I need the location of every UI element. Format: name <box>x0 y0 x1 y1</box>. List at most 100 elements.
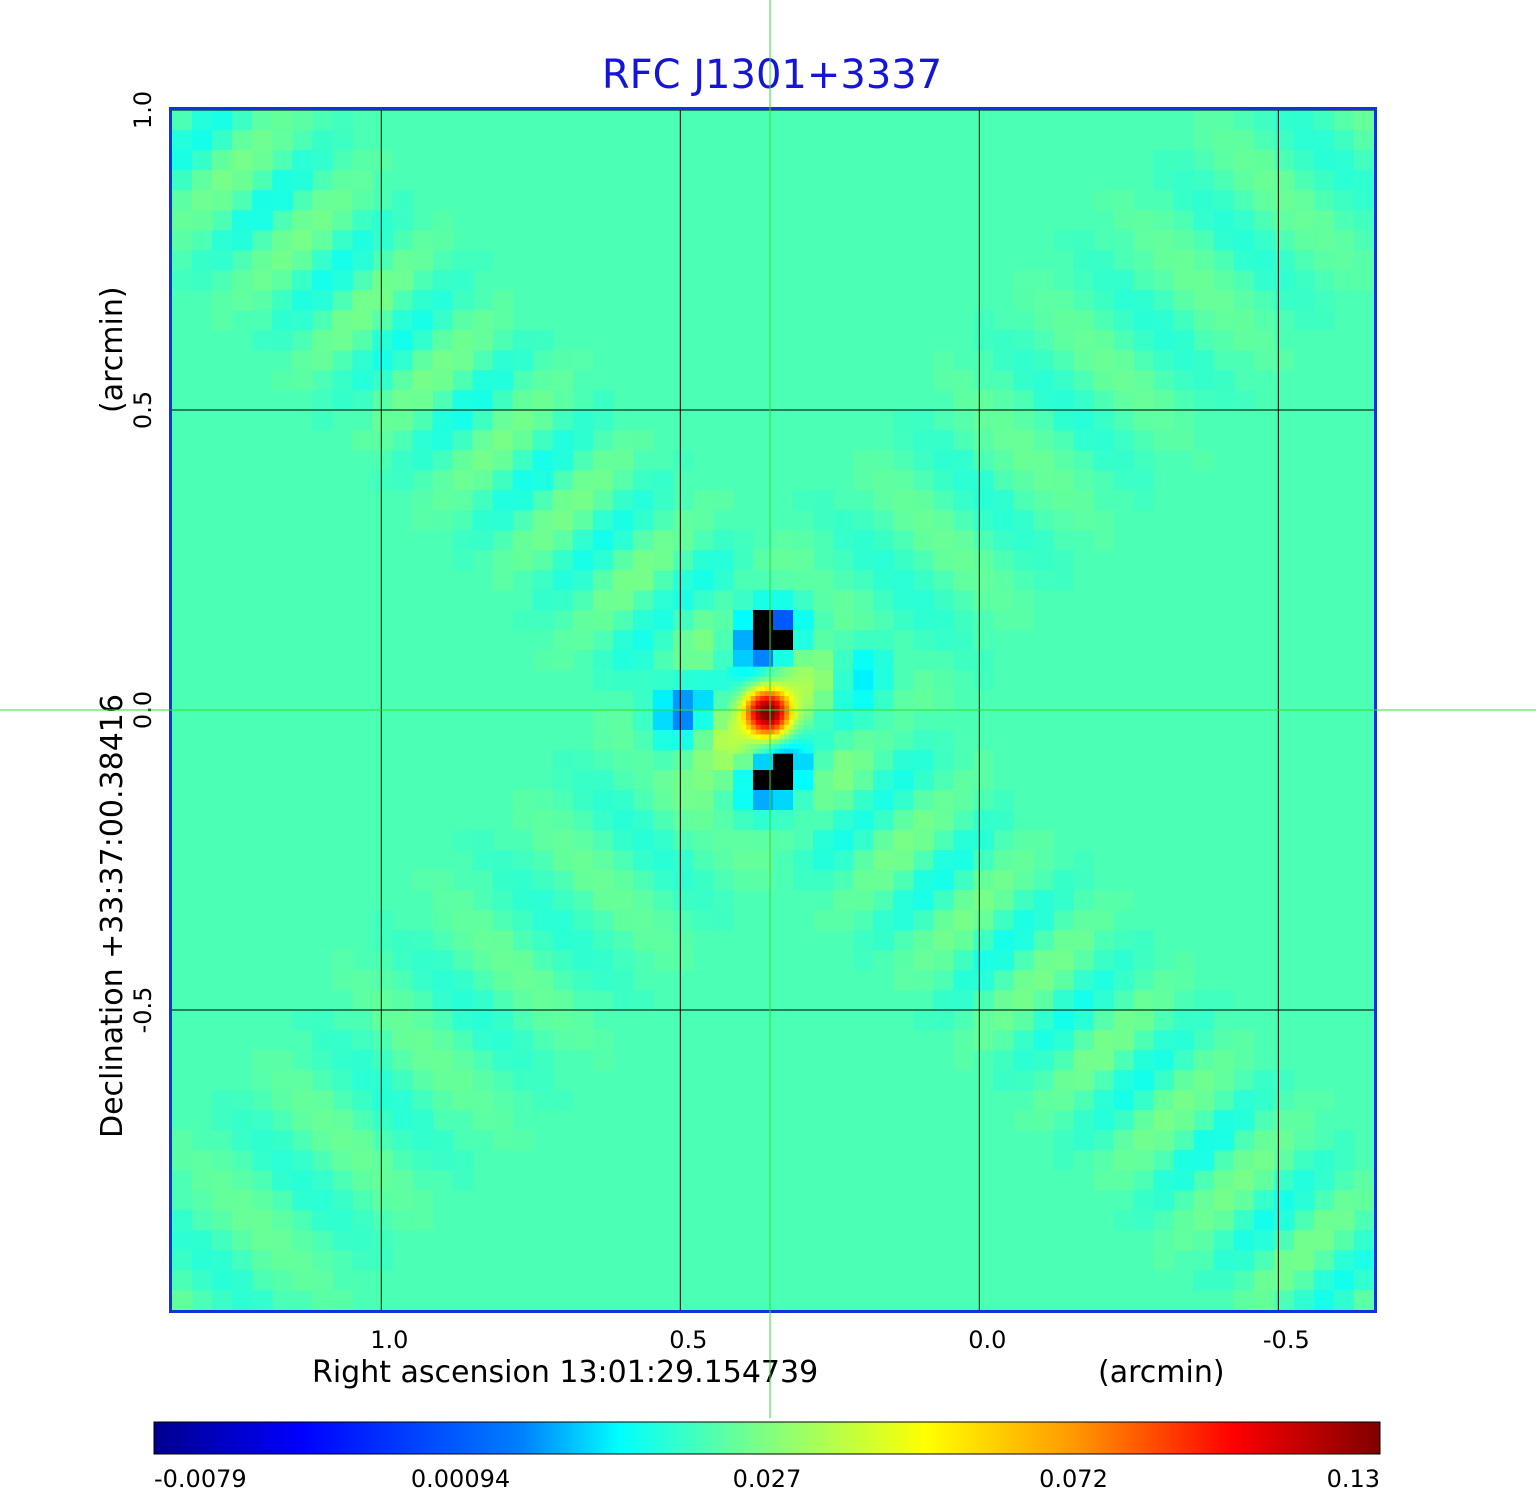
map-cell <box>973 390 994 411</box>
map-cell <box>1073 410 1095 431</box>
map-cell <box>172 1150 193 1171</box>
map-cell <box>1213 390 1235 411</box>
map-cell <box>1193 310 1215 331</box>
map-cell <box>873 790 894 811</box>
map-cell <box>552 1090 574 1111</box>
map-cell <box>1053 370 1074 391</box>
map-cell <box>272 270 293 291</box>
map-cell <box>873 730 894 751</box>
map-cell <box>813 690 834 711</box>
map-cell <box>913 810 934 831</box>
map-cell <box>352 970 373 991</box>
map-cell <box>552 350 574 371</box>
map-cell <box>1253 1130 1275 1151</box>
map-cell <box>532 510 554 531</box>
map-cell <box>332 230 353 251</box>
map-cell <box>913 730 934 751</box>
map-cell <box>773 530 794 551</box>
map-cell <box>1193 1190 1215 1211</box>
map-cell <box>933 590 954 611</box>
map-cell <box>1113 970 1135 991</box>
map-cell <box>432 230 453 251</box>
map-cell <box>1153 1250 1175 1271</box>
map-cell <box>973 330 994 351</box>
map-cell <box>873 490 894 511</box>
map-cell <box>692 510 714 531</box>
map-cell <box>452 910 473 931</box>
map-cell <box>1033 490 1054 511</box>
map-cell <box>1273 270 1295 291</box>
map-cell <box>1233 1110 1255 1131</box>
map-cell <box>1213 270 1235 291</box>
map-cell <box>392 250 413 271</box>
map-cell <box>492 350 514 371</box>
map-cell <box>452 990 473 1011</box>
map-cell <box>933 350 954 371</box>
map-cell <box>552 370 574 391</box>
map-cell <box>232 1190 253 1211</box>
map-cell <box>1013 870 1034 891</box>
map-cell <box>1113 1010 1135 1031</box>
map-cell <box>1353 1230 1374 1251</box>
map-cell <box>352 1230 373 1251</box>
map-cell <box>1213 990 1235 1011</box>
map-cell <box>392 1090 413 1111</box>
map-cell <box>452 1090 473 1111</box>
map-cell <box>512 350 534 371</box>
map-cell <box>1013 590 1034 611</box>
map-cell <box>352 1250 373 1271</box>
map-cell <box>312 1010 333 1031</box>
map-cell <box>933 930 954 951</box>
map-cell <box>212 150 233 171</box>
map-cell <box>1173 290 1195 311</box>
map-cell <box>853 930 874 951</box>
map-cell <box>1273 350 1295 371</box>
map-cell <box>1253 1150 1275 1171</box>
map-cell <box>472 530 494 551</box>
map-cell <box>732 790 754 811</box>
map-cell <box>252 1290 273 1310</box>
map-cell <box>492 850 514 871</box>
map-cell <box>1073 470 1095 491</box>
map-cell <box>672 890 694 911</box>
map-cell <box>552 890 574 911</box>
map-cell <box>1293 1110 1315 1131</box>
map-cell <box>672 750 694 771</box>
map-cell <box>953 490 974 511</box>
map-cell <box>1353 150 1374 171</box>
map-cell <box>452 390 473 411</box>
map-cell <box>172 1290 193 1310</box>
map-cell <box>612 790 634 811</box>
map-cell <box>1233 1050 1255 1071</box>
map-cell <box>1073 950 1095 971</box>
map-cell <box>1033 370 1054 391</box>
map-cell <box>1273 1130 1295 1151</box>
map-cell <box>552 810 574 831</box>
map-cell <box>352 1130 373 1151</box>
map-cell <box>973 870 994 891</box>
map-cell <box>212 290 233 311</box>
x-tick-label: -0.5 <box>1263 1326 1310 1354</box>
map-cell <box>332 1130 353 1151</box>
map-cell <box>1093 510 1115 531</box>
map-cell <box>1313 1090 1335 1111</box>
map-cell <box>532 370 554 391</box>
map-cell <box>933 670 954 691</box>
map-cell <box>732 530 754 551</box>
map-cell <box>1033 910 1054 931</box>
x-axis-ticks: 1.0 0.5 0.0 -0.5 <box>370 1326 1310 1354</box>
map-cell <box>1093 1150 1115 1171</box>
map-cell <box>552 570 574 591</box>
map-cell <box>1073 910 1095 931</box>
map-cell <box>612 570 634 591</box>
map-cell <box>1193 1070 1215 1091</box>
map-cell <box>1353 1270 1374 1291</box>
map-cell <box>272 1050 293 1071</box>
map-cell <box>212 190 233 211</box>
map-cell <box>632 550 654 571</box>
map-cell <box>432 510 453 531</box>
map-cell <box>1053 1130 1074 1151</box>
map-cell <box>893 750 914 771</box>
map-cell <box>472 450 494 471</box>
map-cell <box>412 370 433 391</box>
